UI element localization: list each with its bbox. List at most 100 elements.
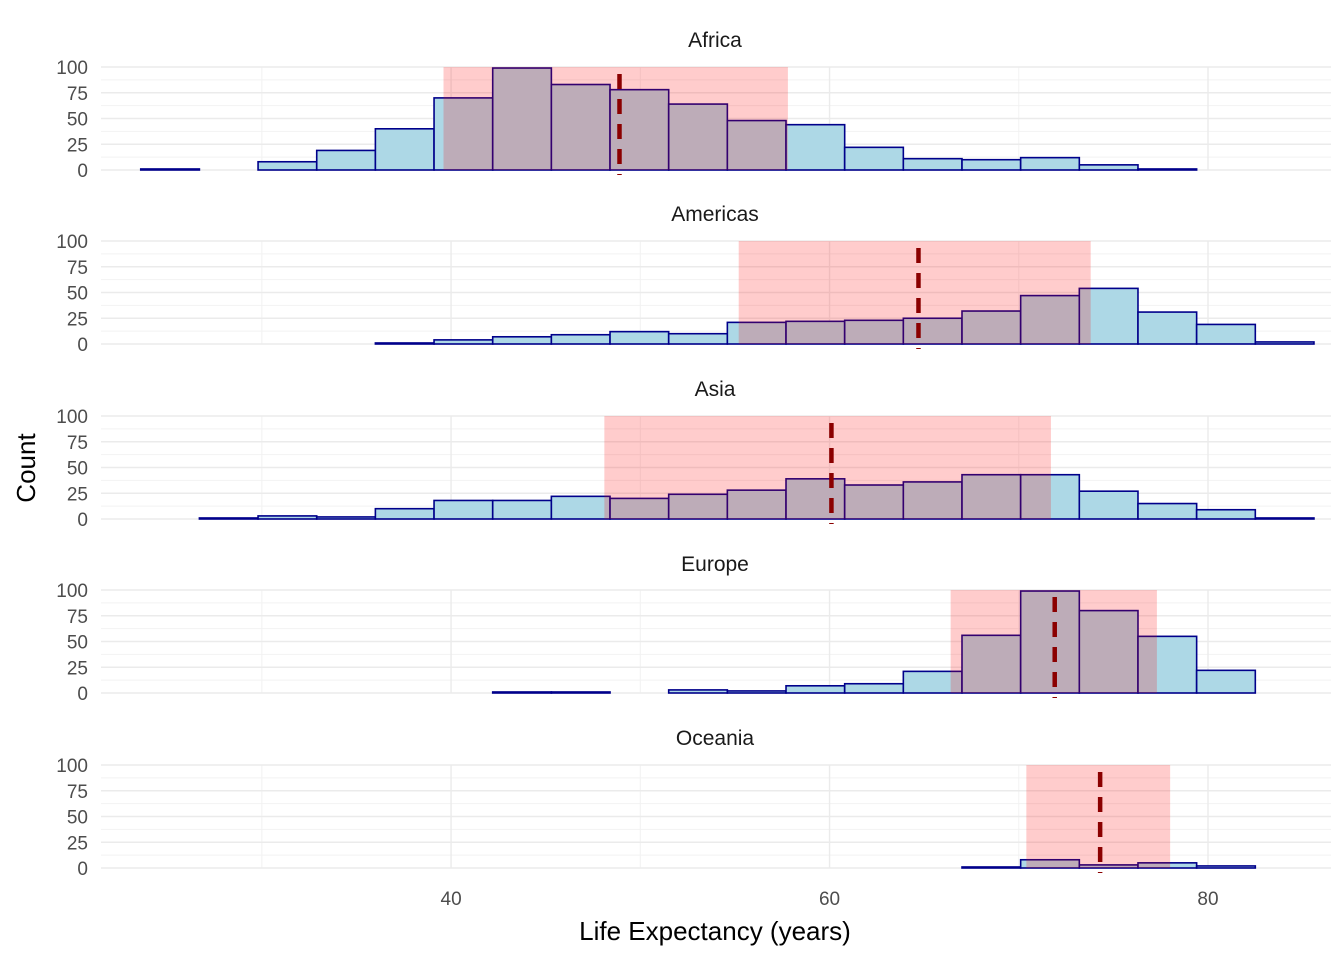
histogram-bar [667, 689, 729, 694]
y-tick-label: 50 [67, 284, 88, 305]
y-tick-label: 25 [67, 309, 88, 330]
histogram-bar [1078, 164, 1139, 171]
histogram-bar [491, 335, 553, 345]
x-tick-label: 60 [819, 889, 840, 910]
histogram-bar [374, 128, 435, 171]
histogram-bar [785, 123, 846, 171]
y-tick-label: 50 [67, 633, 88, 654]
histogram-bar [491, 499, 553, 520]
histogram-bar [257, 515, 318, 520]
histogram-bar [843, 146, 905, 171]
histogram-bar [315, 516, 377, 520]
histogram-bar [1137, 635, 1198, 694]
histogram-bar [1019, 858, 1081, 869]
histogram-bar [1019, 156, 1081, 171]
range-band [738, 241, 1091, 344]
y-tick-label: 0 [77, 161, 88, 182]
y-tick-label: 75 [67, 782, 88, 803]
histogram-bar [843, 682, 905, 694]
histogram-bar [491, 691, 553, 694]
histogram-bar [961, 634, 1022, 694]
y-tick-label: 100 [56, 407, 88, 428]
range-band [604, 416, 1051, 519]
x-axis: 40 60 80 [441, 889, 1219, 910]
y-tick-labels: 0 25 50 75 100 [56, 581, 88, 705]
histogram-bar [1254, 341, 1315, 345]
y-tick-label: 0 [77, 684, 88, 705]
y-tick-label: 100 [56, 58, 88, 79]
facet-title: Oceania [676, 727, 755, 750]
y-tick-label: 100 [56, 232, 88, 253]
histogram-bar [1195, 323, 1257, 345]
y-tick-labels: 0 25 50 75 100 [56, 58, 88, 182]
facet-panel-europe: Europe 0 25 50 75 100 [56, 553, 1331, 705]
histogram-bars [961, 858, 1257, 869]
histogram-bar [1137, 502, 1198, 520]
histogram-bar [843, 484, 905, 520]
y-tick-label: 100 [56, 581, 88, 602]
y-tick-label: 0 [77, 510, 88, 531]
histogram-bar [1019, 473, 1081, 520]
histogram-bar [961, 158, 1022, 171]
histogram-bar [1195, 669, 1257, 694]
facet-panel-oceania: Oceania 0 25 50 75 100 [56, 727, 1331, 880]
facet-panel-asia: Asia 0 25 50 75 100 [56, 378, 1331, 531]
y-tick-label: 0 [77, 335, 88, 356]
facet-panel-africa: Africa 0 25 50 75 100 [56, 29, 1331, 182]
y-tick-label: 25 [67, 658, 88, 679]
histogram-bar [1195, 865, 1257, 869]
facet-title: Americas [671, 203, 759, 226]
y-tick-label: 100 [56, 756, 88, 777]
histogram-bar [550, 495, 611, 520]
histogram-bars [374, 287, 1315, 345]
histogram-bar [374, 342, 435, 345]
histogram-bar [1019, 590, 1081, 694]
facet-title: Africa [688, 29, 742, 52]
facet-title: Europe [681, 553, 749, 576]
major-gridlines [101, 764, 1331, 869]
histogram-bar [1078, 490, 1139, 520]
histogram-bar [374, 507, 435, 520]
y-tick-label: 25 [67, 135, 88, 156]
y-tick-labels: 0 25 50 75 100 [56, 407, 88, 531]
y-axis-title: Count [11, 433, 41, 503]
histogram-bar [1078, 609, 1139, 694]
facet-title: Asia [695, 378, 736, 401]
histogram-bar [726, 690, 787, 694]
y-tick-label: 0 [77, 859, 88, 880]
histogram-bar [1137, 168, 1198, 171]
histogram-bar [433, 499, 494, 520]
y-tick-labels: 0 25 50 75 100 [56, 232, 88, 356]
facet-panel-americas: Americas 0 25 50 75 100 [56, 203, 1331, 356]
histogram-bar [139, 168, 201, 171]
histogram-bar [785, 684, 846, 694]
histogram-bar [667, 332, 729, 345]
range-band [443, 67, 788, 170]
histogram-bar [961, 866, 1022, 869]
histogram-bar [198, 517, 259, 520]
histogram-bar [1137, 311, 1198, 345]
y-tick-label: 25 [67, 484, 88, 505]
facet-panels: Africa 0 25 50 75 100 Americas 0 25 50 75 100 Asia 0 2… [56, 29, 1331, 880]
histogram-bar [550, 333, 611, 345]
histogram-bar [667, 103, 729, 171]
y-tick-label: 50 [67, 459, 88, 480]
histogram-bar [1078, 287, 1139, 345]
y-tick-label: 75 [67, 84, 88, 105]
y-tick-label: 75 [67, 607, 88, 628]
x-tick-label: 40 [441, 889, 462, 910]
histogram-bar [257, 160, 318, 171]
histogram-bar [433, 97, 494, 171]
y-tick-label: 75 [67, 433, 88, 454]
histogram-bar [433, 339, 494, 345]
x-tick-label: 80 [1197, 889, 1218, 910]
histogram-bar [1254, 517, 1315, 520]
histogram-bar [902, 481, 963, 520]
y-tick-label: 25 [67, 833, 88, 854]
histogram-bar [609, 330, 670, 345]
histogram-bar [550, 691, 611, 694]
histogram-bar [726, 119, 787, 171]
y-tick-label: 75 [67, 258, 88, 279]
histogram-bar [902, 157, 963, 171]
